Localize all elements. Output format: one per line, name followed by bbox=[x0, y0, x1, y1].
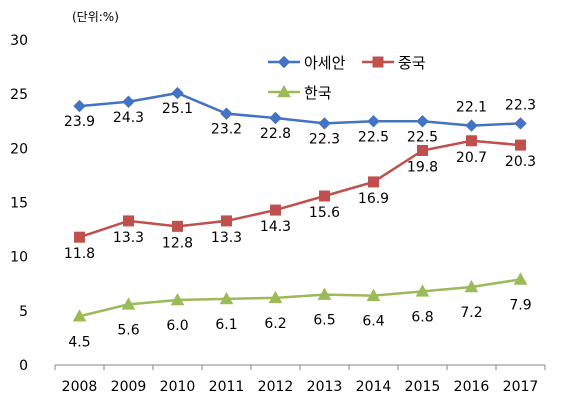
data-label: 22.8 bbox=[260, 126, 291, 142]
y-tick-label: 25 bbox=[10, 87, 28, 103]
data-label: 5.6 bbox=[117, 322, 139, 338]
data-point bbox=[466, 135, 477, 147]
data-point bbox=[172, 220, 183, 232]
y-tick-label: 30 bbox=[10, 33, 28, 49]
data-label: 6.1 bbox=[215, 317, 237, 333]
y-tick-label: 0 bbox=[19, 358, 28, 374]
data-label: 4.5 bbox=[68, 334, 90, 350]
data-label: 25.1 bbox=[162, 101, 193, 117]
data-point bbox=[270, 204, 281, 216]
y-tick-label: 20 bbox=[10, 141, 28, 157]
series-line bbox=[79, 278, 521, 318]
y-tick-label: 15 bbox=[10, 196, 28, 212]
data-point bbox=[123, 215, 134, 227]
data-point bbox=[368, 176, 379, 188]
x-tick-label: 2012 bbox=[258, 379, 294, 395]
x-tick-label: 2008 bbox=[62, 379, 98, 395]
data-point bbox=[417, 145, 428, 156]
data-label: 23.2 bbox=[211, 122, 242, 138]
series-layer bbox=[72, 86, 528, 322]
x-tick-label: 2014 bbox=[356, 379, 392, 395]
data-label: 7.2 bbox=[460, 305, 482, 321]
series-line bbox=[79, 91, 521, 127]
data-label: 6.4 bbox=[362, 314, 384, 330]
data-label: 22.5 bbox=[407, 129, 438, 145]
data-point bbox=[122, 95, 135, 108]
data-point bbox=[318, 117, 331, 130]
data-label: 7.9 bbox=[509, 297, 531, 313]
y-tick-label: 10 bbox=[10, 250, 28, 266]
data-label: 22.5 bbox=[358, 129, 389, 145]
x-tick-label: 2011 bbox=[209, 379, 245, 395]
legend-label: 중국 bbox=[398, 54, 426, 72]
data-label: 22.3 bbox=[309, 131, 340, 147]
x-tick-label: 2010 bbox=[160, 379, 196, 395]
data-point bbox=[219, 291, 234, 305]
data-point bbox=[514, 117, 527, 130]
legend-marker bbox=[372, 56, 384, 68]
legend-label: 아세안 bbox=[304, 54, 346, 72]
legend-marker bbox=[277, 55, 291, 69]
data-label: 24.3 bbox=[113, 110, 144, 126]
data-point bbox=[74, 231, 85, 243]
data-point bbox=[366, 288, 381, 301]
data-point bbox=[170, 292, 185, 306]
data-point bbox=[73, 99, 86, 113]
data-label: 6.2 bbox=[264, 316, 286, 332]
y-tick-label: 5 bbox=[19, 304, 28, 320]
data-label: 14.3 bbox=[260, 219, 291, 235]
data-point bbox=[415, 284, 430, 297]
data-label: 11.8 bbox=[64, 246, 95, 262]
legend-label: 한국 bbox=[304, 84, 332, 102]
data-label: 13.3 bbox=[211, 230, 242, 246]
data-point bbox=[171, 86, 184, 100]
data-point bbox=[268, 290, 283, 304]
data-label: 22.1 bbox=[456, 100, 487, 116]
data-label: 15.6 bbox=[309, 205, 340, 221]
data-point bbox=[317, 287, 332, 300]
data-label: 22.3 bbox=[505, 97, 536, 113]
data-label: 6.5 bbox=[313, 313, 335, 329]
x-tick-label: 2016 bbox=[454, 379, 490, 395]
data-label: 6.0 bbox=[166, 318, 188, 334]
data-label: 16.9 bbox=[358, 191, 389, 207]
data-label: 20.3 bbox=[505, 154, 536, 170]
data-point bbox=[513, 272, 528, 285]
data-label: 23.9 bbox=[64, 114, 95, 130]
data-point bbox=[416, 115, 429, 128]
x-tick-label: 2009 bbox=[111, 379, 147, 395]
data-point bbox=[464, 279, 479, 293]
data-point bbox=[367, 115, 380, 128]
data-label: 6.8 bbox=[411, 309, 433, 325]
x-tick-label: 2015 bbox=[405, 379, 441, 395]
data-point bbox=[220, 107, 233, 120]
data-point bbox=[121, 297, 136, 310]
unit-label: (단위:%) bbox=[72, 10, 119, 24]
x-tick-label: 2013 bbox=[307, 379, 343, 395]
x-tick-label: 2017 bbox=[503, 379, 539, 395]
data-point bbox=[515, 139, 526, 151]
data-label: 19.8 bbox=[407, 160, 438, 176]
data-labels: 23.9 24.3 25.1 23.2 22.8 22.3 22.5 22.5 22.1 22.3… bbox=[64, 97, 536, 350]
data-point bbox=[72, 309, 87, 322]
data-point bbox=[221, 215, 232, 227]
data-label: 13.3 bbox=[113, 230, 144, 246]
data-label: 12.8 bbox=[162, 235, 193, 251]
axes: 2008 2009 2010 2011 2012 2013 2014 2015 2016 2017… bbox=[10, 33, 546, 395]
data-point bbox=[465, 119, 478, 132]
data-point bbox=[319, 190, 330, 202]
data-label: 20.7 bbox=[456, 150, 487, 166]
series-line bbox=[79, 139, 521, 239]
legend-marker bbox=[277, 84, 291, 98]
data-point bbox=[269, 111, 282, 125]
